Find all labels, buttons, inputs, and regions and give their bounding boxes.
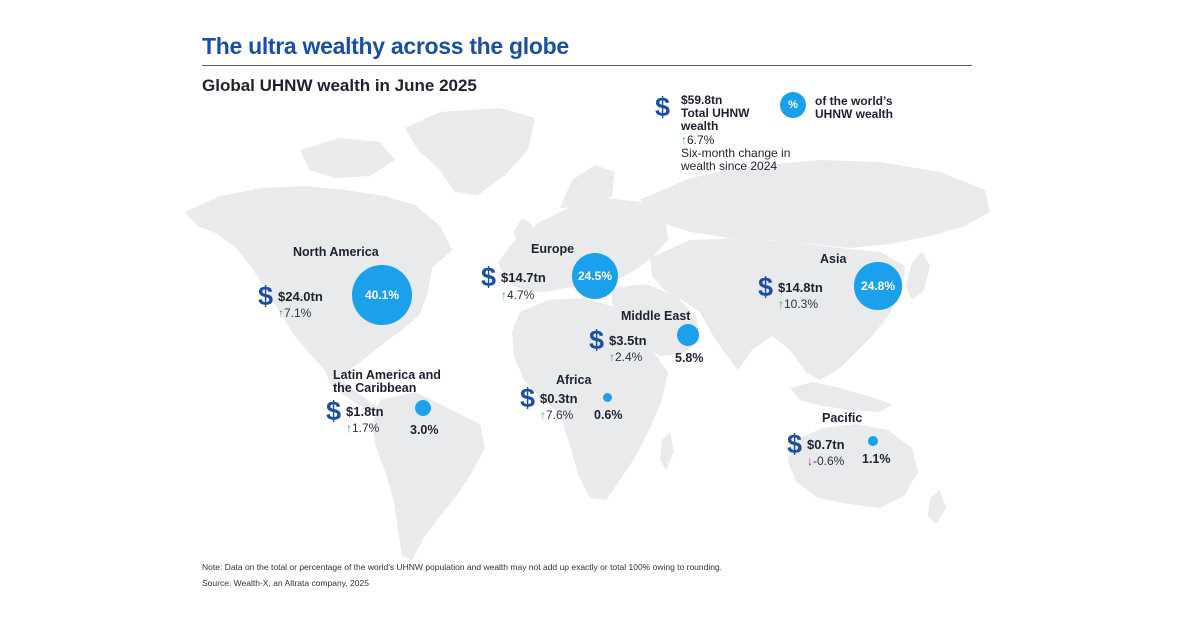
- region-name-europe: Europe: [531, 242, 575, 256]
- dollar-icon: $: [326, 396, 342, 426]
- share-bubble-north-america: 40.1%: [352, 265, 412, 325]
- change-europe: ↑4.7%: [501, 288, 535, 302]
- up-arrow-icon: ↑: [540, 408, 546, 422]
- wealth-asia: $14.8tn: [778, 280, 823, 295]
- region-name-latin-america-2: the Caribbean: [333, 381, 417, 395]
- legend-change: ↑6.7%: [681, 134, 714, 147]
- up-arrow-icon: ↑: [501, 288, 507, 302]
- land-russia: [640, 160, 990, 248]
- region-name-middle-east: Middle East: [621, 309, 691, 323]
- region-name-north-america: North America: [293, 245, 379, 259]
- share-label-latin-america: 3.0%: [410, 423, 439, 437]
- wealth-africa: $0.3tn: [540, 391, 578, 406]
- land-asia: [650, 238, 905, 380]
- wealth-europe: $14.7tn: [501, 270, 546, 285]
- share-bubble-middle-east: [676, 323, 700, 347]
- dollar-icon: $: [258, 281, 274, 311]
- up-arrow-icon: ↑: [681, 133, 687, 147]
- dollar-icon: $: [589, 325, 605, 355]
- land-new-zealand: [928, 490, 946, 524]
- region-name-pacific: Pacific: [822, 411, 863, 425]
- up-arrow-icon: ↑: [278, 306, 284, 320]
- up-arrow-icon: ↑: [778, 297, 784, 311]
- wealth-north-america: $24.0tn: [278, 289, 323, 304]
- legend-change-label-1: Six-month change in: [681, 146, 791, 160]
- footnote: Note: Data on the total or percentage of…: [202, 562, 723, 572]
- legend-percent-bubble: %: [780, 92, 806, 118]
- legend-total-label-1: Total UHNW: [681, 106, 750, 120]
- change-north-america: ↑7.1%: [278, 306, 312, 320]
- land-north-america: [185, 186, 452, 378]
- legend-dollar-icon: $: [655, 92, 671, 122]
- share-bubble-asia: 24.8%: [854, 262, 902, 310]
- land-arctic-islands: [300, 138, 395, 178]
- dollar-icon: $: [520, 383, 536, 413]
- source-note: Source: Wealth-X, an Altrata company, 20…: [202, 578, 369, 588]
- down-arrow-icon: ↓: [807, 454, 813, 468]
- legend-change-value: 6.7%: [687, 133, 715, 147]
- legend-change-label-2: wealth since 2024: [681, 159, 778, 173]
- region-name-asia: Asia: [820, 252, 847, 266]
- share-bubble-pacific: [868, 436, 878, 446]
- land-australia: [788, 424, 918, 508]
- land-uk: [514, 218, 532, 248]
- wealth-middle-east: $3.5tn: [609, 333, 647, 348]
- up-arrow-icon: ↑: [346, 421, 352, 435]
- wealth-pacific: $0.7tn: [807, 437, 845, 452]
- land-se-asia: [790, 382, 892, 412]
- share-label-africa: 0.6%: [594, 408, 623, 422]
- change-africa: ↑7.6%: [540, 408, 574, 422]
- legend-share-label-1: of the world’s: [815, 94, 893, 108]
- land-central-america: [326, 372, 378, 414]
- land-japan: [906, 252, 930, 300]
- share-label-pacific: 1.1%: [862, 452, 891, 466]
- dollar-icon: $: [787, 429, 803, 459]
- dollar-icon: $: [481, 262, 497, 292]
- land-greenland: [405, 108, 535, 195]
- change-asia: ↑10.3%: [778, 297, 819, 311]
- change-latin-america: ↑1.7%: [346, 421, 380, 435]
- land-scandinavia: [560, 165, 615, 208]
- share-bubble-africa: [602, 392, 612, 402]
- legend-total-amount: $59.8tn: [681, 93, 723, 107]
- change-middle-east: ↑2.4%: [609, 350, 643, 364]
- share-bubble-europe: 24.5%: [571, 252, 619, 300]
- legend-share-label-2: UHNW wealth: [815, 107, 893, 121]
- page-title: The ultra wealthy across the globe: [202, 33, 569, 59]
- wealth-latin-america: $1.8tn: [346, 404, 384, 419]
- map-subtitle: Global UHNW wealth in June 2025: [202, 76, 477, 95]
- dollar-icon: $: [758, 272, 774, 302]
- region-name-latin-america-1: Latin America and: [333, 368, 441, 382]
- land-africa: [512, 298, 668, 500]
- land-madagascar: [660, 432, 674, 470]
- region-name-africa: Africa: [556, 373, 592, 387]
- land-south-america: [372, 392, 485, 560]
- title-divider: [202, 65, 972, 66]
- change-pacific: ↓-0.6%: [807, 454, 845, 468]
- share-bubble-latin-america: [414, 399, 432, 417]
- land-europe: [498, 198, 668, 292]
- legend-total-label-2: wealth: [681, 119, 719, 133]
- up-arrow-icon: ↑: [609, 350, 615, 364]
- share-label-middle-east: 5.8%: [675, 351, 704, 365]
